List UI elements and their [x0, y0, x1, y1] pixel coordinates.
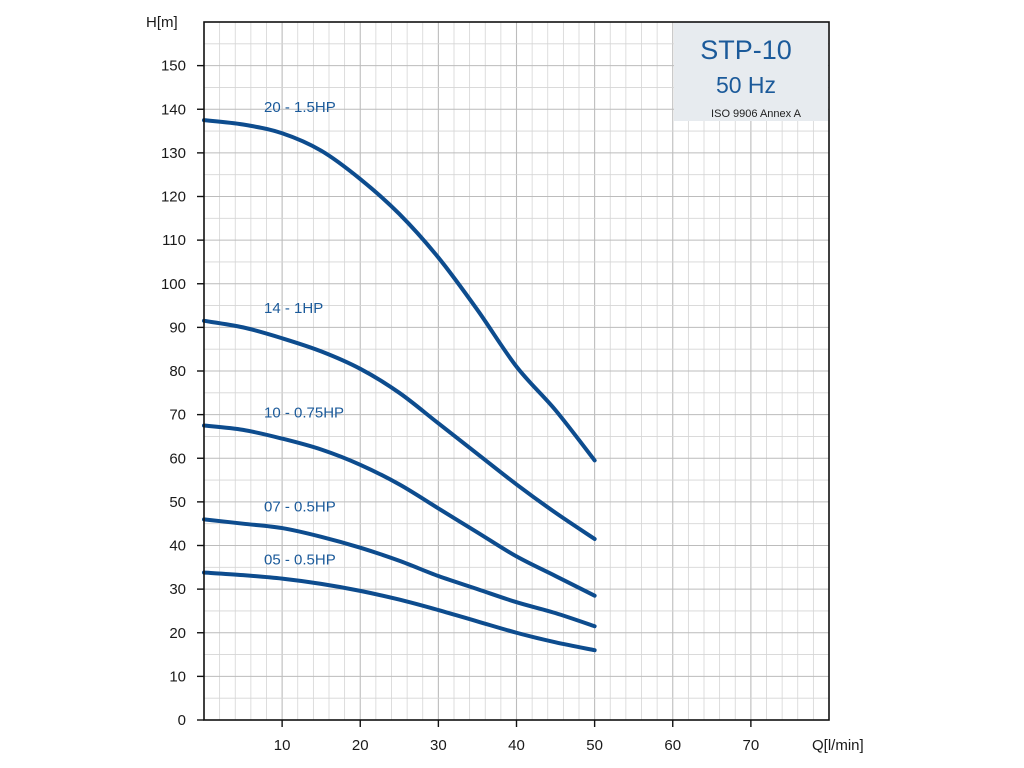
series-label: 20 - 1.5HP	[264, 99, 336, 116]
standard-note: ISO 9906 Annex A	[711, 108, 802, 120]
y-axis-label: H[m]	[146, 14, 178, 31]
series-label: 10 - 0.75HP	[264, 405, 344, 422]
series-label: 05 - 0.5HP	[264, 552, 336, 569]
title-box-background	[674, 22, 828, 121]
series-curve	[202, 423, 597, 598]
x-tick-label: 60	[664, 737, 681, 754]
x-axis-label: Q[l/min]	[812, 737, 864, 754]
y-tick-label: 60	[169, 450, 186, 467]
y-tick-label: 20	[169, 625, 186, 642]
series-curve	[202, 318, 597, 541]
y-tick-label: 70	[169, 407, 186, 424]
y-tick-label: 80	[169, 363, 186, 380]
series-label: 14 - 1HP	[264, 300, 323, 317]
series-label: 07 - 0.5HP	[264, 498, 336, 515]
x-tick-label: 70	[743, 737, 760, 754]
y-tick-label: 130	[161, 145, 186, 162]
y-tick-label: 110	[162, 232, 186, 249]
y-tick-label: 10	[169, 668, 186, 685]
x-tick-label: 40	[508, 737, 525, 754]
series-curve	[202, 517, 597, 629]
title-box: STP-10 50 Hz ISO 9906 Annex A	[674, 22, 828, 121]
series-curve	[202, 118, 597, 463]
x-tick-label: 30	[430, 737, 447, 754]
x-tick-label: 50	[586, 737, 603, 754]
axis-ticks: 0 10 20 30 40 50 60 70 80 90 100 110 120 130 140 150 10 2…	[161, 58, 759, 754]
y-tick-label: 90	[169, 319, 186, 336]
y-tick-label: 0	[178, 712, 186, 729]
x-tick-label: 10	[274, 737, 291, 754]
grid	[204, 22, 829, 720]
series-labels: 20 - 1.5HP 14 - 1HP 10 - 0.75HP 07 - 0.5HP 0…	[264, 99, 344, 568]
y-tick-label: 50	[169, 494, 186, 511]
chart-title: STP-10	[700, 35, 792, 65]
y-tick-label: 30	[169, 581, 186, 598]
x-tick-label: 20	[352, 737, 369, 754]
y-tick-label: 120	[161, 189, 186, 206]
y-tick-label: 100	[161, 276, 186, 293]
y-tick-label: 140	[161, 101, 186, 118]
chart-subtitle: 50 Hz	[716, 72, 776, 98]
series-group	[202, 118, 597, 653]
y-tick-label: 150	[161, 58, 186, 75]
y-tick-label: 40	[169, 538, 186, 555]
series-curve	[202, 570, 597, 653]
